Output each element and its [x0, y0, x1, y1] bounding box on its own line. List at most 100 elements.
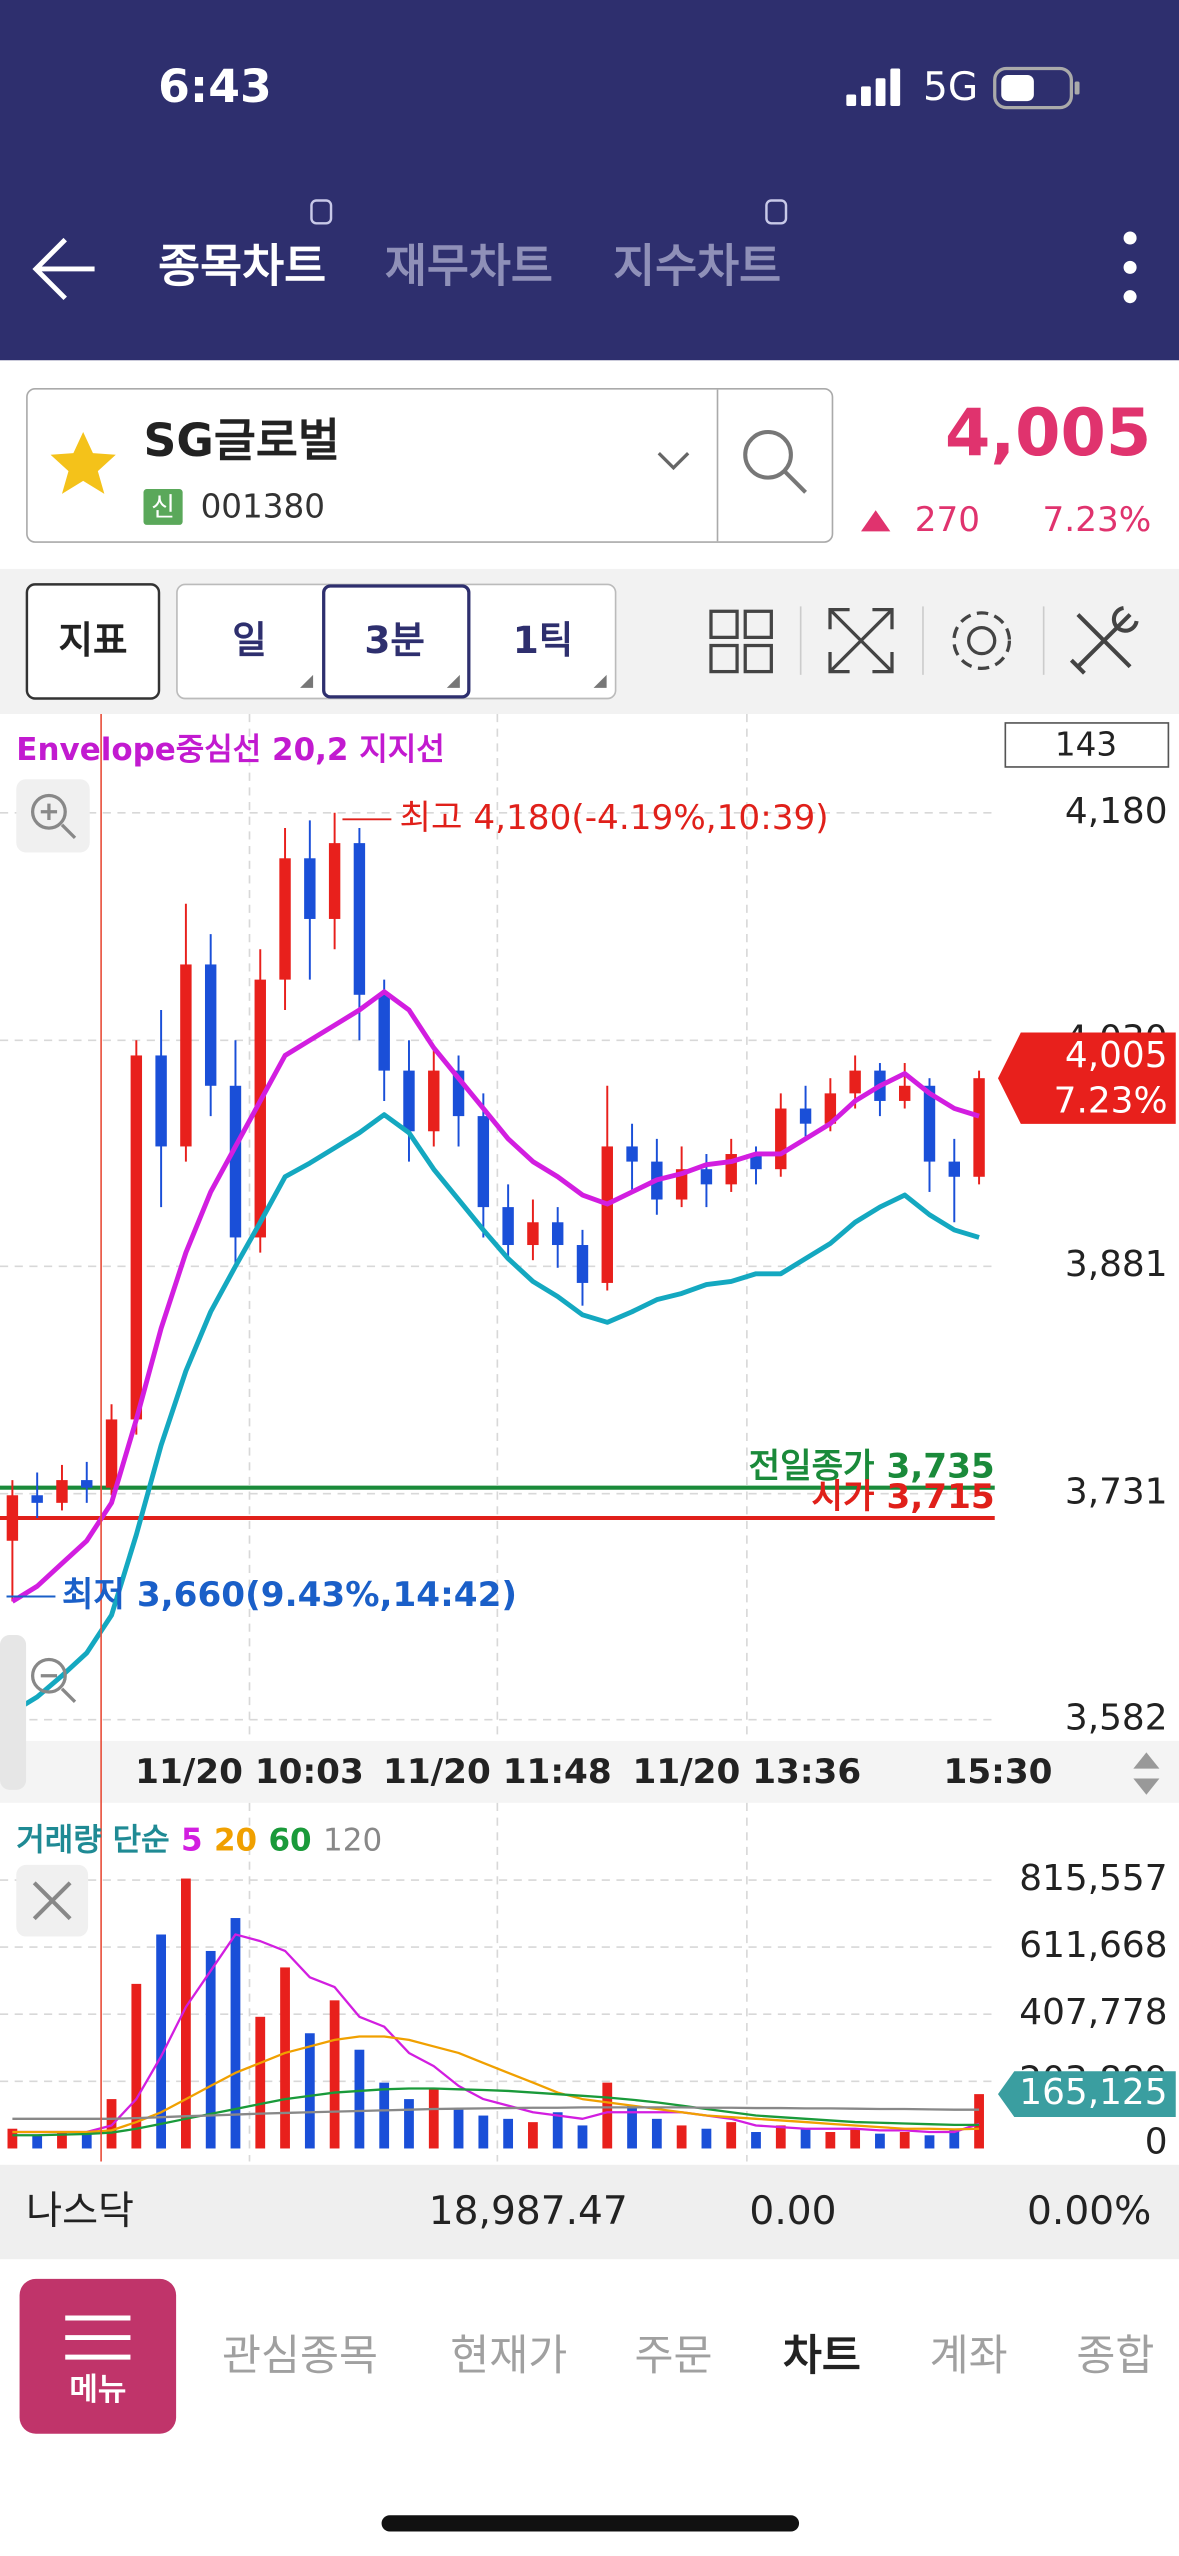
volume-bar	[81, 2133, 92, 2149]
series-line	[12, 2106, 980, 2120]
menu-icon	[65, 2315, 131, 2360]
indicator-legend: Envelope중심선 20,2 지지선	[16, 732, 444, 768]
zoom-button[interactable]	[16, 779, 90, 853]
volume-bar	[528, 2122, 538, 2149]
period[interactable]: 1틱	[513, 618, 574, 662]
series-line	[12, 1933, 980, 2134]
search-button[interactable]	[743, 429, 808, 494]
badge: 신	[151, 493, 175, 523]
legend-entry: 20	[214, 1823, 257, 1859]
candle-body	[948, 1161, 960, 1177]
signal-icon	[846, 68, 901, 106]
nav-item[interactable]: 현재가	[450, 2331, 567, 2380]
settings-button[interactable]	[952, 611, 1012, 670]
favorite-star[interactable]	[50, 431, 116, 494]
dropdown-icon[interactable]	[657, 452, 690, 471]
nav-bg	[0, 2259, 1179, 2556]
volume-bar	[156, 1934, 167, 2149]
counter-box	[1004, 722, 1170, 768]
tab[interactable]: 재무차트	[385, 239, 553, 292]
more-button[interactable]	[1123, 231, 1137, 304]
expand-button[interactable]	[828, 608, 894, 674]
stock-change-pct: 7.23%	[1043, 500, 1152, 540]
volume-bar	[651, 2118, 662, 2149]
candle-body	[973, 1078, 985, 1177]
volume-bar	[676, 2125, 687, 2149]
volume-bar	[751, 2132, 761, 2149]
candle-body	[105, 1419, 118, 1488]
period-selected[interactable]	[322, 584, 471, 699]
tools-button[interactable]	[1069, 606, 1139, 675]
volume-bar	[924, 2135, 935, 2149]
zoom-out-button[interactable]	[0, 1634, 77, 1790]
legend-entry: 5	[181, 1823, 203, 1859]
annotation: 최저 3,660(9.43%,14:42)	[62, 1575, 517, 1615]
nav-item[interactable]: 주문	[634, 2331, 712, 2380]
status-time: 6:43	[158, 60, 272, 113]
candle-body	[428, 1070, 440, 1132]
scroll-arrows[interactable]	[1133, 1752, 1160, 1795]
tab[interactable]: 지수차트	[613, 239, 781, 292]
volume-bar	[627, 2105, 637, 2149]
y-tick-label: 3,582	[1065, 1698, 1168, 1739]
volume-tag	[997, 2071, 1176, 2117]
candle-body	[700, 1169, 713, 1185]
candle-body	[601, 1146, 613, 1283]
back-button[interactable]	[32, 237, 95, 301]
x-tick-label: 11/20 13:36	[633, 1752, 862, 1792]
indicator-label: 지표	[58, 618, 127, 662]
volume-bar	[552, 2112, 563, 2149]
indicator-button[interactable]	[25, 583, 161, 700]
tab-active[interactable]: 종목차트	[158, 239, 326, 292]
candle-body	[923, 1085, 936, 1162]
volume-bar	[825, 2132, 836, 2149]
volume-bar	[106, 2099, 117, 2149]
volume-bar	[57, 2132, 67, 2149]
volume-bar	[230, 1918, 241, 2149]
stock-box[interactable]	[26, 387, 834, 543]
volume-bar	[32, 2135, 43, 2149]
candle-body	[452, 1070, 465, 1117]
layout-button[interactable]	[709, 609, 773, 674]
candle-body	[378, 994, 390, 1071]
y-tick-label: 4,180	[1065, 791, 1168, 832]
candle-body	[204, 964, 217, 1086]
volume-bar	[577, 2125, 588, 2149]
period[interactable]: 일	[232, 618, 267, 662]
volume-bar	[379, 2082, 390, 2149]
candle-body	[56, 1480, 68, 1503]
y-tick-label: 0	[1145, 2122, 1168, 2163]
candle-body	[824, 1093, 837, 1124]
volume-bar	[850, 2128, 861, 2149]
y-tick-label: 407,778	[1019, 1992, 1167, 2033]
candle-body	[180, 964, 192, 1147]
nav-item[interactable]: 관심종목	[222, 2331, 378, 2380]
candle-body	[725, 1154, 737, 1185]
nav-item-active[interactable]: 차트	[783, 2331, 861, 2380]
close-indicator-button[interactable]	[16, 1864, 89, 1937]
candle-body	[254, 979, 266, 1238]
candle-body	[799, 1108, 812, 1124]
up-arrow	[861, 510, 891, 532]
ticker-change: 0.00	[749, 2189, 836, 2234]
candle-body	[130, 1055, 143, 1420]
reference-label: 전일종가 3,735	[749, 1447, 995, 1487]
ticker-bg	[0, 2164, 1179, 2260]
nav-item[interactable]: 계좌	[930, 2331, 1008, 2380]
header-bg	[0, 0, 1179, 361]
ticker-name: 나스닥	[26, 2189, 134, 2234]
y-tick-label: 815,557	[1019, 1858, 1167, 1899]
period[interactable]: 3분	[364, 618, 425, 662]
nav-item[interactable]: 종합	[1076, 2331, 1154, 2380]
stock-name: SG글로벌	[144, 414, 340, 467]
x-tick-label: 15:30	[944, 1752, 1053, 1792]
price-tag-value: 4,005	[1065, 1035, 1168, 1076]
candle-body	[775, 1108, 787, 1170]
legend-entry: 120	[323, 1823, 382, 1859]
volume-legend-title: 거래량 단순	[16, 1823, 169, 1859]
volume-bar	[131, 1983, 142, 2149]
volume-bar	[775, 2125, 786, 2149]
series-line	[11, 1112, 980, 1715]
